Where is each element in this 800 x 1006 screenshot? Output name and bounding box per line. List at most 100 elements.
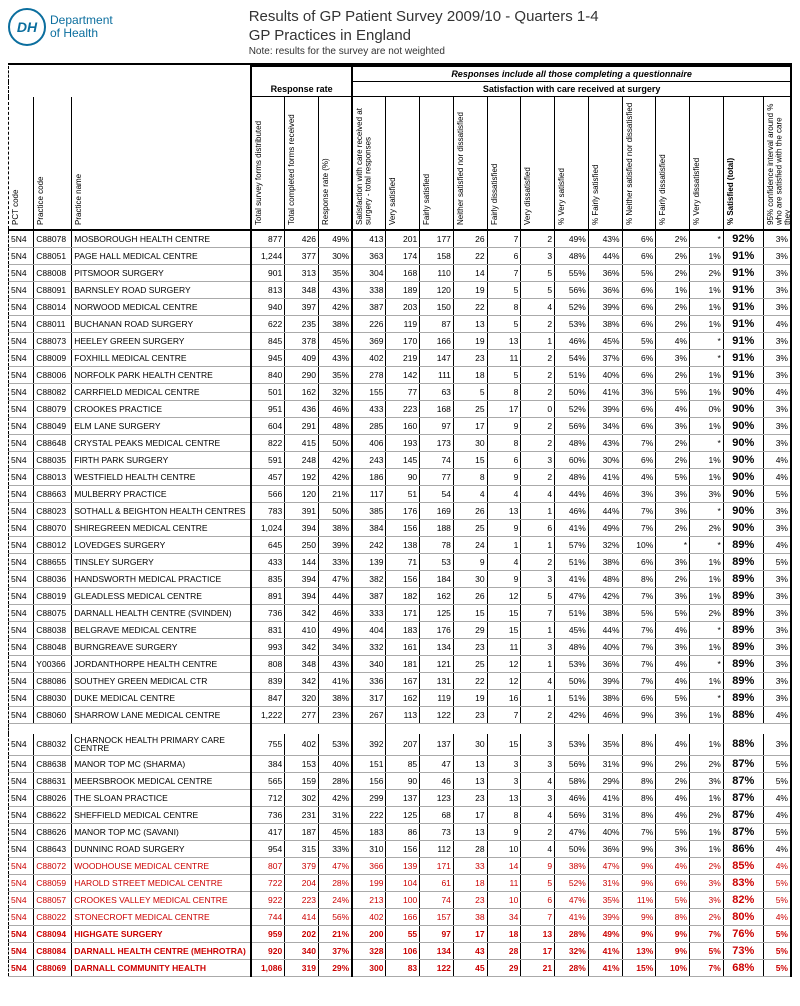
cell: 392 (352, 734, 386, 756)
cell: 45% (318, 333, 352, 350)
cell: 847 (251, 690, 285, 707)
cell: 6% (622, 230, 656, 248)
cell: 2% (656, 756, 690, 773)
cell: 90% (723, 503, 763, 520)
cell: 16 (487, 690, 521, 707)
cell: 384 (352, 520, 386, 537)
cell: 622 (251, 316, 285, 333)
cell: 5N4 (9, 503, 34, 520)
cell: 5% (622, 605, 656, 622)
col-ci: 95% confidence interval around % who are… (766, 99, 791, 227)
cell: 3% (690, 773, 724, 790)
cell: 207 (386, 734, 420, 756)
cell: 5N4 (9, 469, 34, 486)
cell: DUKE MEDICAL CENTRE (72, 690, 251, 707)
cell: 0 (521, 401, 555, 418)
cell: 845 (251, 333, 285, 350)
cell: 89% (723, 605, 763, 622)
cell: 38% (588, 605, 622, 622)
cell: 6% (622, 554, 656, 571)
cell: 28 (453, 841, 487, 858)
cell: 1% (690, 299, 724, 316)
cell: 7% (622, 622, 656, 639)
cell: 14 (487, 858, 521, 875)
cell: C88011 (34, 316, 72, 333)
cell: 48% (555, 435, 589, 452)
cell: 33% (318, 841, 352, 858)
col-fd: Fairly dissatisfied (490, 99, 500, 227)
cell: 34% (588, 418, 622, 435)
cell: 3% (763, 520, 791, 537)
cell: 168 (420, 401, 454, 418)
cell: 47% (318, 858, 352, 875)
cell: 90% (723, 401, 763, 418)
table-row: 5N4C88051PAGE HALL MEDICAL CENTRE1,24437… (9, 248, 792, 265)
cell: 15 (487, 605, 521, 622)
cell: C88057 (34, 892, 72, 909)
cell: 5% (763, 892, 791, 909)
cell: 17 (487, 401, 521, 418)
cell: 5N4 (9, 571, 34, 588)
cell: 153 (285, 756, 319, 773)
cell: 56% (555, 807, 589, 824)
cell: 28% (318, 875, 352, 892)
table-row: 5N4C88012LOVEDGES SURGERY64525039%242138… (9, 537, 792, 554)
cell: 12 (487, 673, 521, 690)
cell: 5N4 (9, 537, 34, 554)
cell: 87% (723, 773, 763, 790)
cell: 566 (251, 486, 285, 503)
cell: 2% (656, 265, 690, 282)
cell: 45% (318, 824, 352, 841)
cell: 19 (453, 282, 487, 299)
cell: 5% (763, 773, 791, 790)
cell: 3% (763, 588, 791, 605)
cell: 2% (656, 435, 690, 452)
cell: 47% (555, 892, 589, 909)
cell: 8% (656, 909, 690, 926)
cell: 45 (453, 960, 487, 977)
cell: 4% (656, 656, 690, 673)
cell: 11 (487, 875, 521, 892)
cell: 43% (588, 435, 622, 452)
cell: 13 (453, 824, 487, 841)
cell: 1 (521, 503, 555, 520)
cell: 6% (656, 875, 690, 892)
cell: 42% (318, 452, 352, 469)
cell: 82% (723, 892, 763, 909)
cell: 56% (318, 909, 352, 926)
cell: 29% (318, 960, 352, 977)
cell: 88% (723, 734, 763, 756)
cell: 37% (318, 943, 352, 960)
cell: 55 (386, 926, 420, 943)
cell: 1% (690, 248, 724, 265)
cell: 41% (555, 520, 589, 537)
cell: 43% (588, 230, 622, 248)
cell: 4% (656, 858, 690, 875)
cell: 51% (555, 554, 589, 571)
cell: 954 (251, 841, 285, 858)
cell: 248 (285, 452, 319, 469)
cell: 2 (521, 316, 555, 333)
cell: THE SLOAN PRACTICE (72, 790, 251, 807)
cell: 38 (453, 909, 487, 926)
cell: 317 (352, 690, 386, 707)
cell: 340 (285, 943, 319, 960)
cell: 202 (285, 926, 319, 943)
cell: 394 (285, 520, 319, 537)
cell: 1 (521, 622, 555, 639)
cell: 48% (555, 639, 589, 656)
cell: 204 (285, 875, 319, 892)
table-row: 5N4C88057CROOKES VALLEY MEDICAL CENTRE92… (9, 892, 792, 909)
cell: 39% (318, 537, 352, 554)
cell: 43% (318, 656, 352, 673)
group-response-rate: Response rate (251, 82, 352, 97)
cell: 342 (285, 605, 319, 622)
table-row: 5N4C88019GLEADLESS MEDICAL CENTRE8913944… (9, 588, 792, 605)
cell: 34 (487, 909, 521, 926)
cell: 336 (352, 673, 386, 690)
cell: 5% (763, 554, 791, 571)
cell: 3% (763, 571, 791, 588)
cell: 13 (453, 316, 487, 333)
cell: 6 (487, 452, 521, 469)
cell: 5N4 (9, 401, 34, 418)
